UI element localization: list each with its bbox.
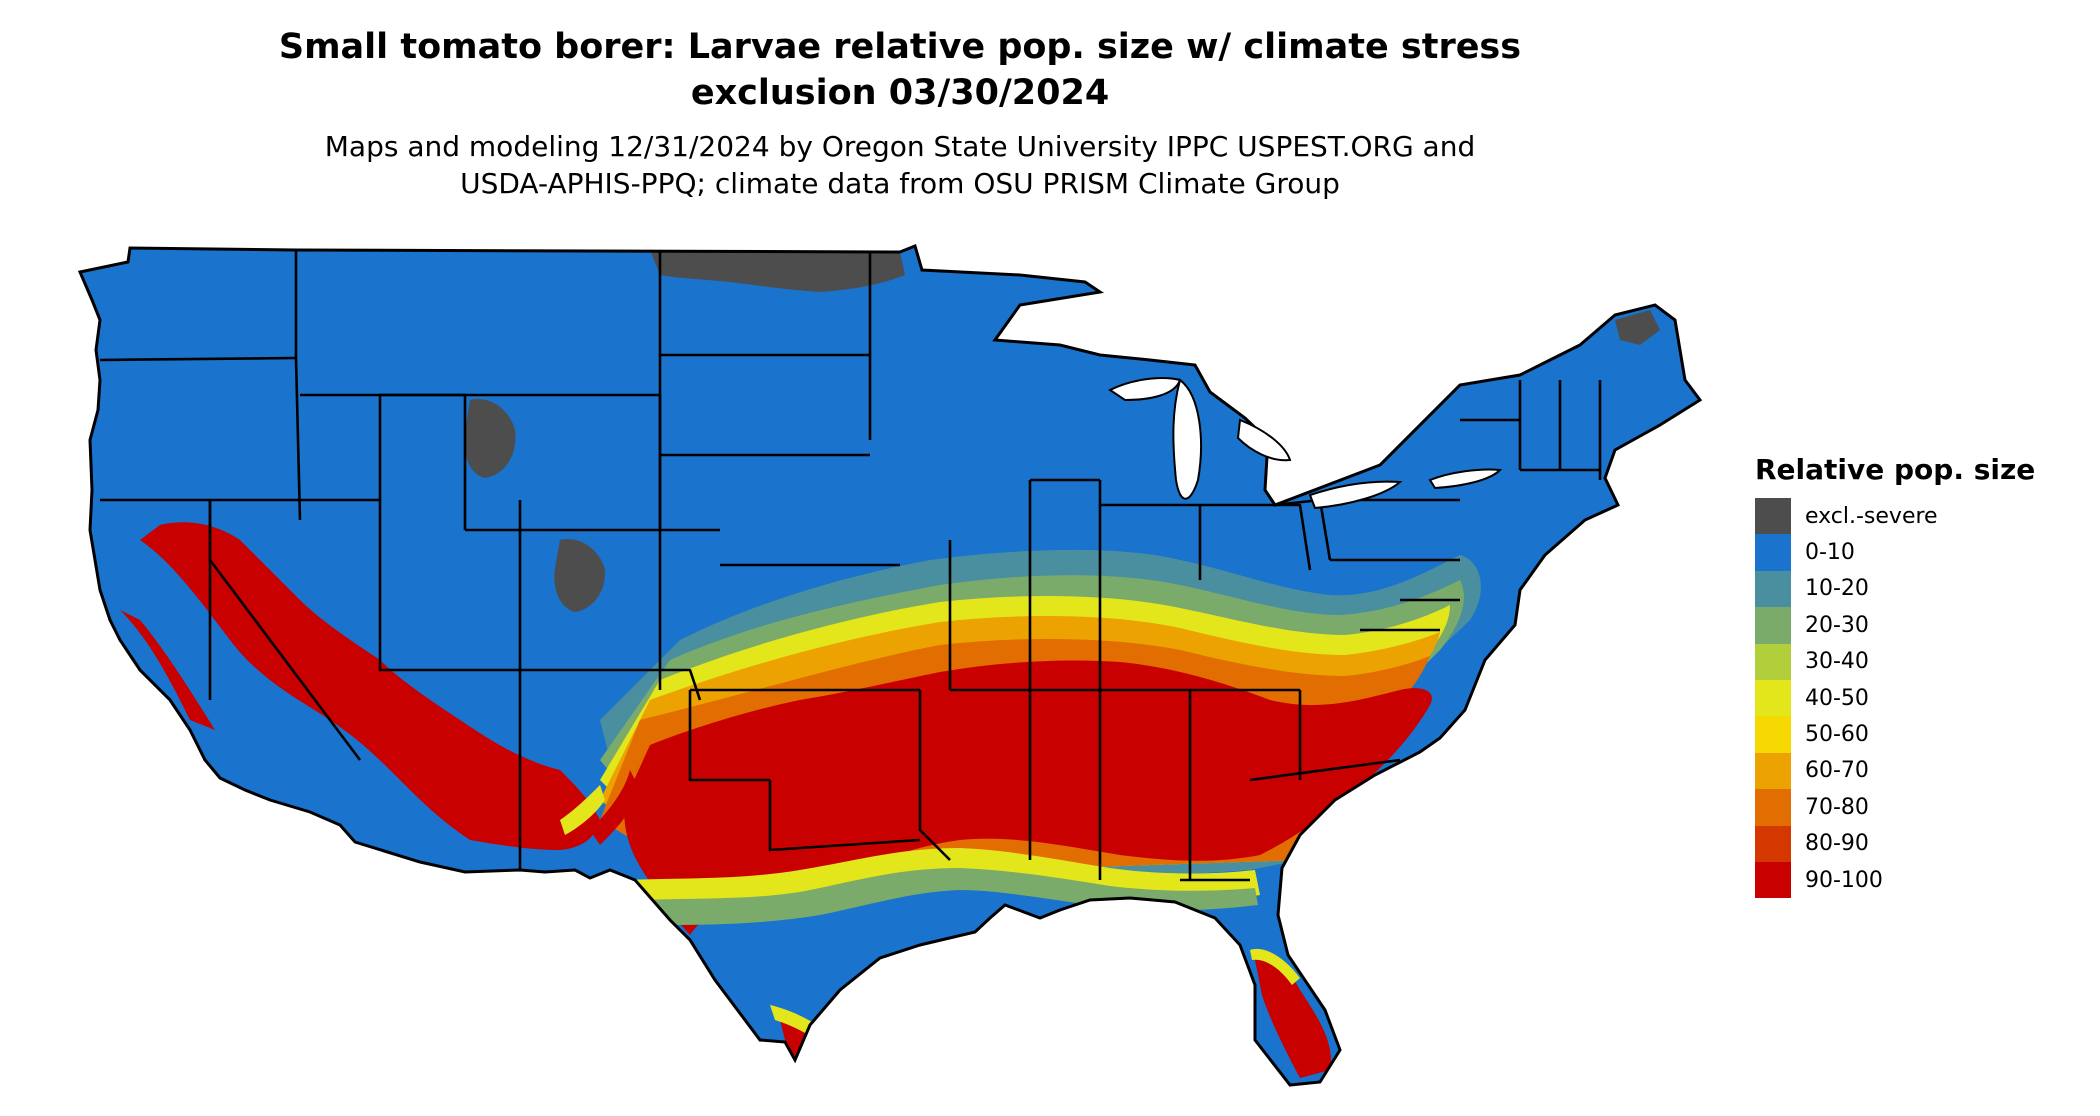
legend-label: 20-30 — [1805, 612, 1869, 638]
legend-item: 30-40 — [1755, 643, 2075, 680]
legend-label: 40-50 — [1805, 685, 1869, 711]
legend-label: 30-40 — [1805, 649, 1869, 675]
legend-swatch — [1755, 679, 1791, 717]
legend-swatch — [1755, 534, 1791, 571]
legend-item: 20-30 — [1755, 607, 2075, 644]
legend-swatch — [1755, 716, 1791, 753]
legend-item: 90-100 — [1755, 861, 2075, 899]
legend-label: 0-10 — [1805, 540, 1855, 566]
legend-swatch — [1755, 607, 1791, 644]
legend-item: 10-20 — [1755, 570, 2075, 608]
map-title: Small tomato borer: Larvae relative pop.… — [278, 27, 1522, 113]
legend-item: excl.-severe — [1755, 498, 2075, 535]
legend-label: 90-100 — [1805, 867, 1883, 893]
legend-label: 70-80 — [1805, 794, 1869, 820]
legend-swatch — [1755, 643, 1791, 680]
legend-swatch — [1755, 789, 1791, 826]
legend-swatch — [1755, 825, 1791, 862]
map-subtitle: Maps and modeling 12/31/2024 by Oregon S… — [324, 130, 1476, 200]
legend-item: 50-60 — [1755, 716, 2075, 753]
legend-label: 50-60 — [1805, 722, 1869, 748]
legend-label: 80-90 — [1805, 831, 1869, 857]
legend-item: 70-80 — [1755, 789, 2075, 826]
legend-swatch — [1755, 570, 1791, 608]
legend-swatch — [1755, 498, 1791, 535]
legend-swatch — [1755, 752, 1791, 790]
legend-item: 80-90 — [1755, 825, 2075, 862]
legend-item: 60-70 — [1755, 752, 2075, 790]
legend-item: 40-50 — [1755, 679, 2075, 717]
legend-swatch — [1755, 861, 1791, 899]
legend-title: Relative pop. size — [1755, 453, 2036, 486]
legend: Relative pop. size excl.-severe 0-10 10-20… — [1755, 452, 2075, 899]
legend-items: excl.-severe 0-10 10-20 20-30 30-40 40-50 50-6… — [1755, 498, 2075, 899]
legend-label: excl.-severe — [1805, 503, 1938, 529]
legend-label: 10-20 — [1805, 576, 1869, 602]
legend-item: 0-10 — [1755, 534, 2075, 571]
legend-label: 60-70 — [1805, 758, 1869, 784]
